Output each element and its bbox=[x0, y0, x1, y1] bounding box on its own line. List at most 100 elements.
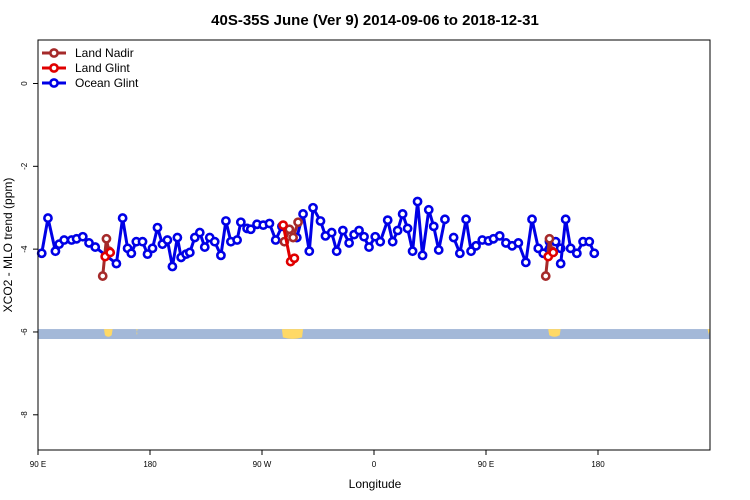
series-line bbox=[295, 200, 447, 257]
land-patch bbox=[707, 329, 710, 335]
data-point bbox=[440, 214, 450, 225]
data-point bbox=[513, 238, 524, 248]
data-point bbox=[117, 213, 128, 223]
data-point bbox=[289, 253, 300, 264]
data-point bbox=[584, 236, 595, 247]
series-ocean-glint bbox=[36, 196, 600, 272]
data-point bbox=[571, 248, 582, 259]
data-point bbox=[382, 215, 393, 226]
data-point bbox=[111, 258, 122, 269]
data-point bbox=[423, 204, 434, 215]
data-point bbox=[433, 245, 444, 255]
x-tick-label: 180 bbox=[143, 460, 157, 469]
data-point bbox=[315, 216, 326, 226]
data-point bbox=[308, 202, 318, 213]
legend-swatch-marker bbox=[49, 78, 59, 88]
data-point bbox=[544, 233, 555, 244]
data-point bbox=[520, 257, 531, 268]
data-point bbox=[293, 217, 303, 228]
legend-swatch-marker bbox=[49, 48, 59, 58]
data-point bbox=[412, 196, 423, 207]
data-point bbox=[235, 217, 246, 228]
legend-label: Ocean Glint bbox=[75, 76, 139, 90]
data-point bbox=[194, 227, 205, 238]
data-point bbox=[331, 246, 342, 257]
data-point bbox=[278, 220, 289, 231]
data-point bbox=[461, 214, 471, 225]
data-point bbox=[90, 242, 101, 252]
y-tick-label: -2 bbox=[20, 162, 29, 170]
data-point bbox=[407, 246, 418, 257]
data-point bbox=[209, 236, 220, 247]
legend-swatch-marker bbox=[49, 63, 59, 73]
x-tick-label: 0 bbox=[372, 460, 377, 469]
data-point bbox=[50, 246, 61, 257]
land-patch bbox=[103, 329, 113, 337]
data-point bbox=[527, 214, 537, 225]
data-point bbox=[147, 243, 158, 254]
data-point bbox=[471, 240, 481, 251]
data-point bbox=[326, 227, 337, 238]
data-point bbox=[184, 247, 195, 258]
data-point bbox=[264, 218, 275, 229]
x-axis-label: Longitude bbox=[349, 477, 402, 491]
y-tick-label: 0 bbox=[20, 81, 29, 86]
data-point bbox=[137, 236, 148, 247]
data-point bbox=[354, 225, 364, 236]
data-point bbox=[548, 247, 559, 258]
data-point bbox=[101, 233, 112, 244]
data-point bbox=[84, 238, 94, 248]
data-point bbox=[167, 261, 178, 272]
data-point bbox=[126, 248, 137, 259]
data-point bbox=[59, 235, 70, 245]
data-point bbox=[428, 221, 439, 232]
land-patch bbox=[548, 329, 561, 337]
y-tick-label: -8 bbox=[20, 411, 29, 419]
land-patch bbox=[136, 329, 138, 335]
data-point bbox=[417, 250, 428, 261]
data-point bbox=[392, 225, 403, 236]
data-point bbox=[555, 258, 566, 269]
data-point bbox=[304, 246, 315, 257]
land-ocean-strip bbox=[38, 329, 710, 340]
data-point bbox=[97, 271, 108, 281]
data-point bbox=[172, 232, 183, 243]
data-point bbox=[298, 209, 308, 219]
data-point bbox=[245, 224, 256, 235]
x-axis: 90 E 180 90 W 0 90 E 180 bbox=[30, 450, 605, 469]
data-point bbox=[221, 216, 231, 226]
data-point bbox=[199, 242, 210, 252]
y-axis: 0 -2 -4 -6 -8 bbox=[20, 81, 38, 419]
series-land-glint bbox=[100, 220, 559, 267]
data-point bbox=[402, 223, 413, 234]
data-point bbox=[77, 231, 88, 242]
data-point bbox=[364, 242, 374, 252]
y-tick-label: -4 bbox=[20, 245, 29, 253]
x-tick-label: 90 E bbox=[478, 460, 494, 469]
x-tick-label: 180 bbox=[591, 460, 605, 469]
legend-item: Land Nadir bbox=[42, 46, 134, 60]
chart-title: 40S-35S June (Ver 9) 2014-09-06 to 2018-… bbox=[211, 12, 539, 29]
data-point bbox=[43, 213, 53, 223]
legend-item: Land Glint bbox=[42, 61, 130, 75]
data-point bbox=[284, 224, 295, 235]
data-point bbox=[560, 214, 571, 225]
data-point bbox=[162, 235, 173, 245]
data-point bbox=[375, 236, 386, 247]
data-point bbox=[454, 248, 465, 259]
data-point bbox=[337, 225, 348, 236]
data-point bbox=[448, 232, 459, 243]
y-axis-label: XCO2 - MLO trend (ppm) bbox=[1, 178, 15, 313]
data-point bbox=[344, 238, 355, 248]
data-point bbox=[152, 222, 163, 233]
data-point bbox=[387, 236, 398, 247]
data-point bbox=[216, 250, 226, 261]
x-tick-label: 90 E bbox=[30, 460, 46, 469]
data-point bbox=[540, 271, 551, 281]
ocean-strip bbox=[38, 329, 710, 340]
x-tick-label: 90 W bbox=[253, 460, 272, 469]
legend-item: Ocean Glint bbox=[42, 76, 139, 90]
data-point bbox=[494, 230, 505, 241]
